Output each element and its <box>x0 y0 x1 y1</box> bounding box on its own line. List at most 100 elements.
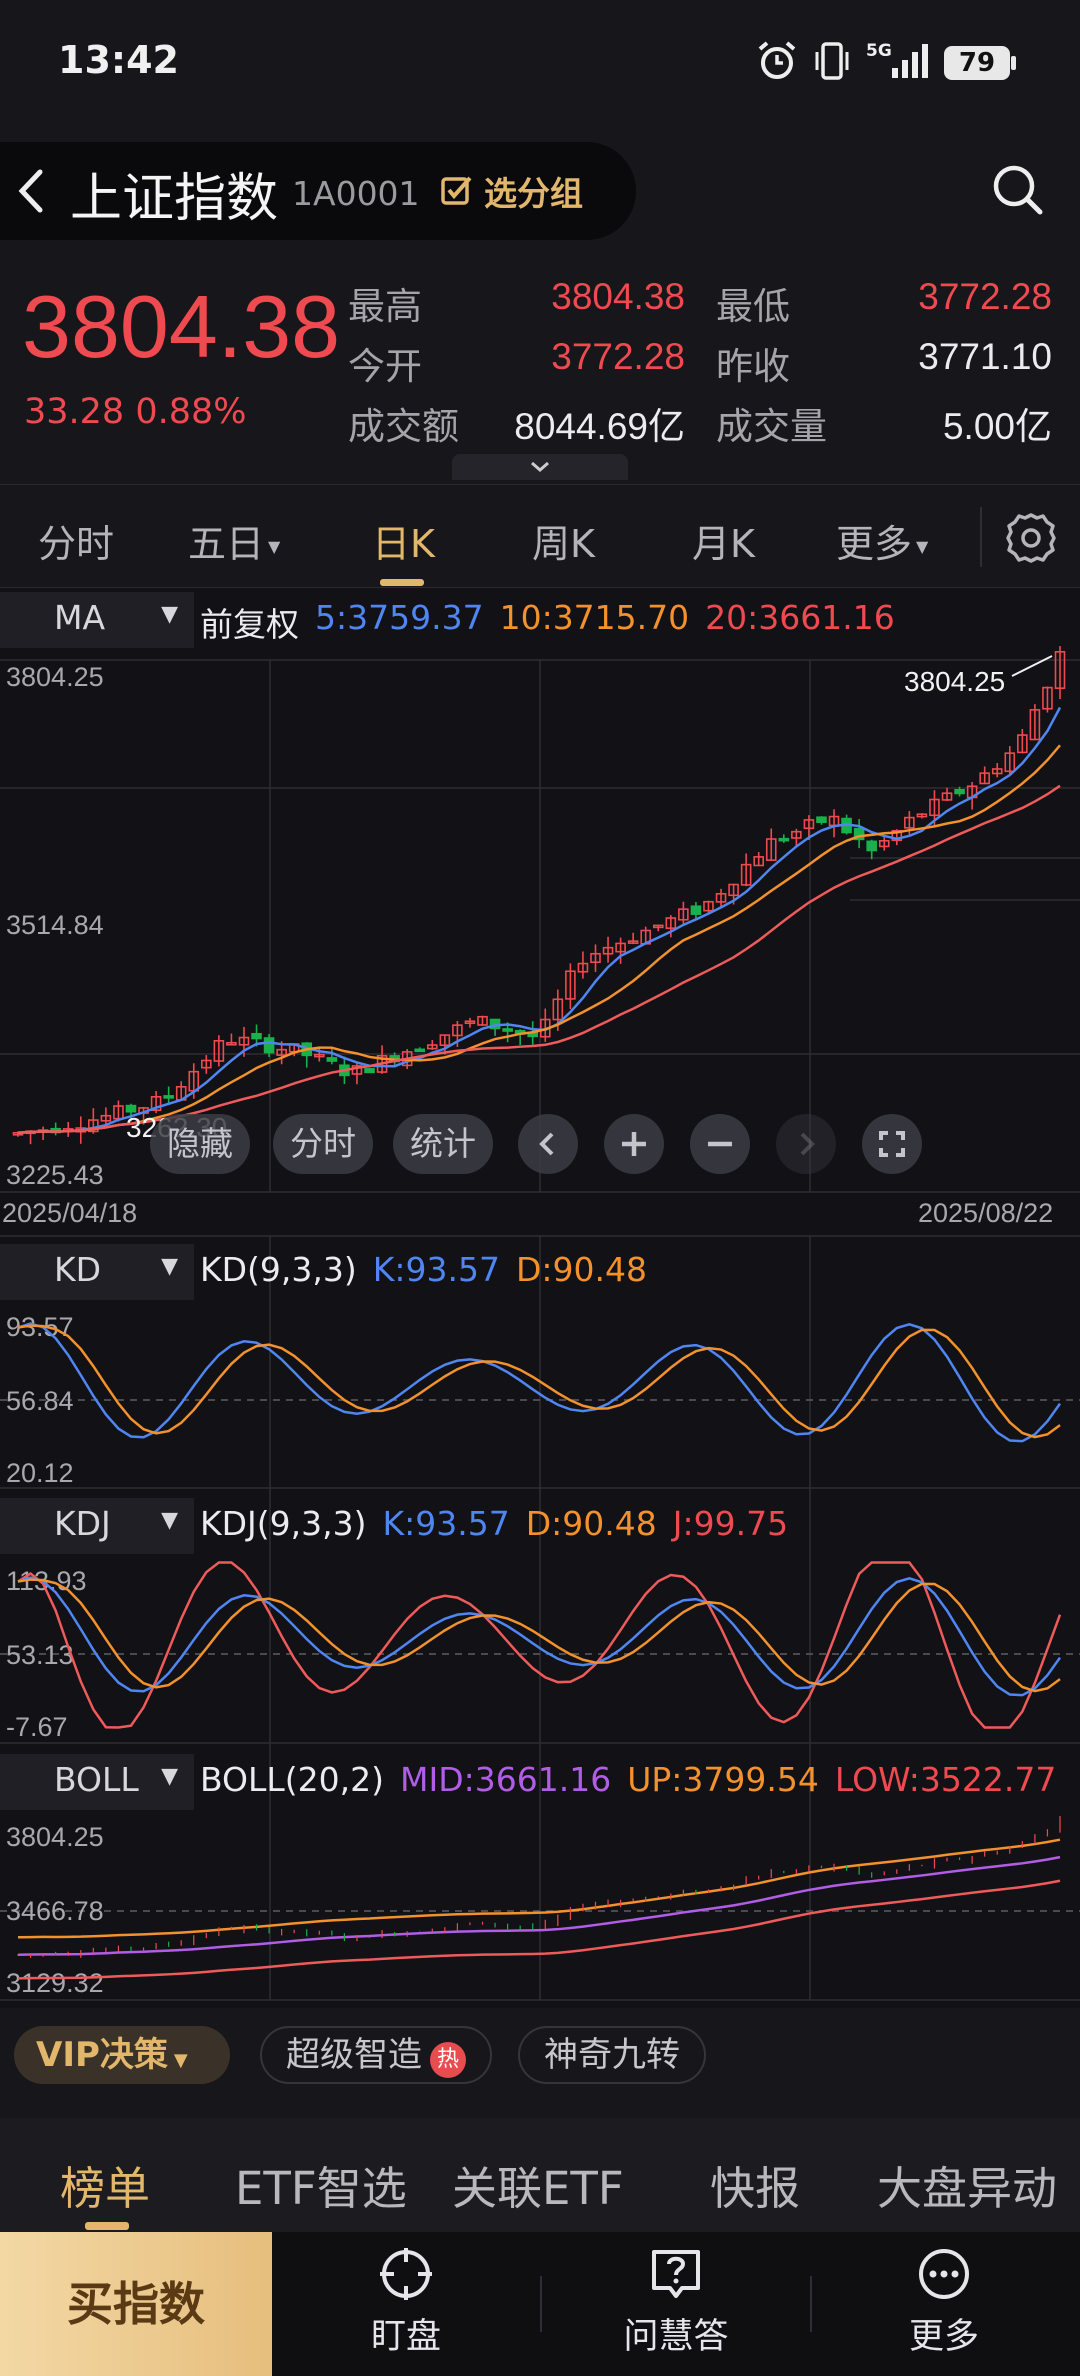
boll-y-top: 3804.25 <box>6 1822 104 1852</box>
candle-body <box>916 813 928 818</box>
candle-body <box>1004 752 1016 773</box>
candle-body <box>765 838 777 861</box>
tab-related-etf[interactable]: 关联ETF <box>452 2162 624 2215</box>
kd-k-value: K:93.57 <box>372 1250 501 1289</box>
nav-watch[interactable]: 盯盘 <box>316 2246 496 2359</box>
kd-legend: KD(9,3,3) K:93.57 D:90.48 <box>200 1250 647 1289</box>
boll-mid-line <box>17 1855 1061 1956</box>
kdj-k-line <box>17 1576 1062 1697</box>
kd-indicator-select[interactable]: KD ▼ <box>0 1244 194 1300</box>
candle-body <box>251 1032 262 1040</box>
candle-body <box>12 1131 24 1136</box>
scroll-left-button[interactable] <box>518 1114 578 1174</box>
caret-down-icon: ▼ <box>268 537 281 556</box>
candle-body <box>803 819 815 830</box>
stats-button[interactable]: 统计 <box>393 1114 493 1174</box>
magic-nine-chip[interactable]: 神奇九转 <box>518 2026 706 2084</box>
nav-ask[interactable]: 问慧答 <box>586 2246 766 2359</box>
tab-monthly-k[interactable]: 月K <box>692 522 755 566</box>
kd-chart[interactable] <box>0 1300 1080 1488</box>
tab-ranking[interactable]: 榜单 <box>60 2162 151 2215</box>
status-time: 13:42 <box>58 38 179 82</box>
back-arrow-icon[interactable] <box>10 164 50 218</box>
fullscreen-button[interactable] <box>862 1114 922 1174</box>
status-bar: 13:42 5G 79 <box>0 0 1080 125</box>
signal-5g-icon: 5G <box>866 41 928 78</box>
stat-label-low: 最低 <box>716 285 790 328</box>
adjust-mode[interactable]: 前复权 <box>200 605 299 644</box>
tab-market-movement[interactable]: 大盘异动 <box>877 2162 1058 2215</box>
ma5-line <box>17 706 1062 1135</box>
nav-more[interactable]: 更多 <box>854 2246 1034 2359</box>
zoom-in-button[interactable] <box>604 1114 664 1174</box>
tab-intraday[interactable]: 分时 <box>38 522 115 566</box>
kdj-chart[interactable] <box>0 1554 1080 1744</box>
candle-body <box>791 830 802 839</box>
select-group-button[interactable]: 选分组 <box>440 168 583 214</box>
tab-weekly-k[interactable]: 周K <box>532 522 595 566</box>
kdj-legend: KDJ(9,3,3) K:93.57 D:90.48 J:99.75 <box>200 1504 788 1543</box>
tab-five-day[interactable]: 五日 ▼ <box>188 513 280 568</box>
candle-body <box>1029 709 1041 741</box>
kdj-indicator-select[interactable]: KDJ ▼ <box>0 1498 194 1554</box>
stat-label-volume: 成交量 <box>716 405 827 448</box>
index-code: 1A0001 <box>292 174 420 213</box>
boll-y-bottom: 3129.32 <box>6 1968 104 1998</box>
tab-news-flash[interactable]: 快报 <box>710 2162 801 2215</box>
hot-badge: 热 <box>430 2042 466 2078</box>
active-bottom-tab-indicator <box>85 2222 129 2230</box>
search-icon[interactable] <box>990 162 1046 218</box>
kdj-y-bottom: -7.67 <box>6 1712 68 1742</box>
settings-gear-icon[interactable] <box>1004 511 1058 565</box>
vibrate-icon <box>815 42 849 80</box>
candle-body <box>1054 651 1066 689</box>
main-indicator-label: MA <box>54 598 106 637</box>
boll-up-value: UP:3799.54 <box>627 1760 819 1799</box>
boll-indicator-select[interactable]: BOLL ▼ <box>0 1754 194 1810</box>
expand-quote-toggle[interactable] <box>452 454 628 480</box>
candle-body <box>941 792 953 801</box>
chevron-right-icon <box>800 1132 815 1156</box>
crosshair-icon <box>380 2248 432 2300</box>
super-smart-chip[interactable]: 超级智造热 <box>260 2026 492 2084</box>
kd-y-bottom: 20.12 <box>6 1458 74 1488</box>
tab-five-day-label: 五日 <box>188 522 265 566</box>
candle-body <box>552 998 564 1021</box>
candle-body <box>728 883 739 897</box>
tab-more-label: 更多 <box>836 522 913 566</box>
boll-y-mid: 3466.78 <box>6 1896 104 1926</box>
candle-body <box>163 1095 174 1099</box>
candle-body <box>816 816 827 823</box>
candle-body <box>213 1039 225 1062</box>
battery-level: 79 <box>958 48 996 78</box>
candle-body <box>627 940 639 944</box>
candle-body <box>1042 686 1053 710</box>
caret-down-icon: ▼ <box>161 1254 178 1279</box>
zoom-out-button[interactable] <box>690 1114 750 1174</box>
vip-decision-chip[interactable]: VIP决策 ▼ <box>14 2026 230 2084</box>
stat-value-prev-close: 3771.10 <box>918 336 1052 377</box>
kdj-j-line <box>17 1561 1062 1729</box>
header-bar <box>0 142 636 240</box>
candle-body <box>991 768 1003 775</box>
candle-body <box>602 946 614 955</box>
stat-label-open: 今开 <box>348 345 422 388</box>
ma20-value: 20:3661.16 <box>705 598 895 637</box>
kline-chart[interactable] <box>0 646 1080 1192</box>
intraday-button[interactable]: 分时 <box>273 1114 373 1174</box>
candle-body <box>878 839 890 848</box>
candle-body <box>853 827 865 841</box>
caret-down-icon: ▼ <box>173 2050 188 2071</box>
svg-text:5G: 5G <box>866 41 892 61</box>
buy-index-button[interactable]: 买指数 <box>0 2232 272 2376</box>
main-indicator-select[interactable]: MA ▼ <box>0 592 194 648</box>
candle-body <box>703 900 714 912</box>
tab-daily-k[interactable]: 日K <box>372 522 435 566</box>
scroll-right-button[interactable] <box>776 1114 836 1174</box>
super-smart-label: 超级智造 <box>286 2035 422 2075</box>
tab-more[interactable]: 更多 ▼ <box>836 513 928 568</box>
candle-body <box>979 772 990 785</box>
tab-etf-select[interactable]: ETF智选 <box>235 2162 407 2215</box>
boll-chart[interactable] <box>0 1810 1080 2000</box>
hide-button[interactable]: 隐藏 <box>150 1114 250 1174</box>
